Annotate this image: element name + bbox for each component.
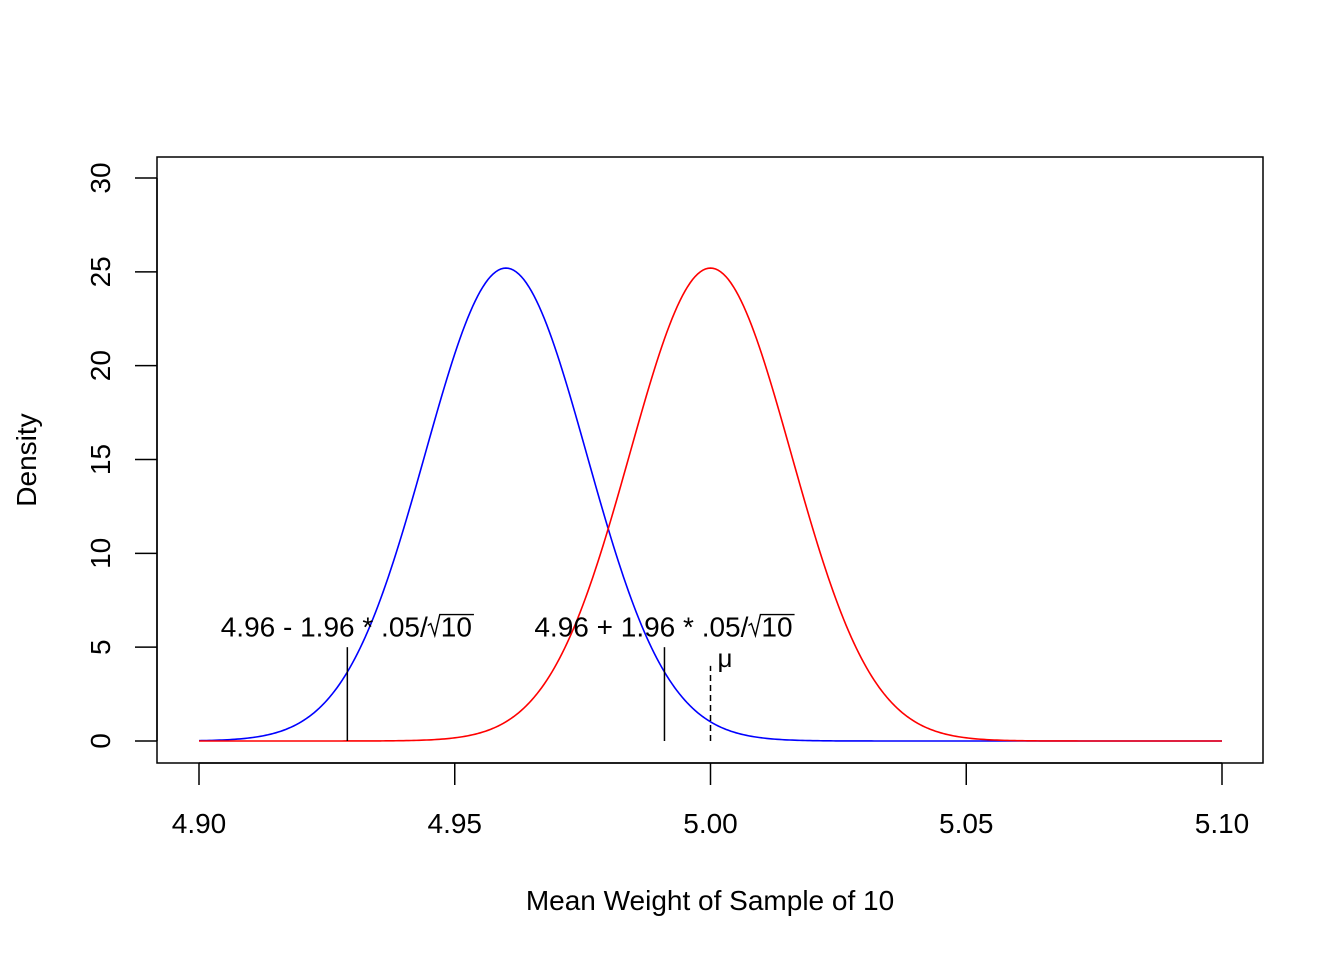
x-axis-label: Mean Weight of Sample of 10 [526, 885, 894, 916]
y-tick-label: 10 [85, 538, 116, 569]
mu-label: μ [718, 643, 733, 673]
x-tick-label: 5.00 [683, 808, 738, 839]
ci-bound-label: 4.96 - 1.96 * .05/10 [221, 612, 474, 643]
ci-bound-label: 4.96 + 1.96 * .05/10 [534, 612, 795, 643]
series-red-curve [199, 267, 1222, 742]
y-tick-label: 0 [85, 733, 116, 749]
label-radicand: 10 [761, 612, 792, 643]
y-tick-label: 20 [85, 350, 116, 381]
sqrt-sign [427, 613, 474, 639]
y-tick-label: 30 [85, 162, 116, 193]
x-axis: 4.90 4.95 5.00 5.05 5.10 [172, 762, 1250, 839]
vertical-lines [346, 647, 712, 741]
x-tick-label: 4.95 [428, 808, 483, 839]
sqrt-sign [748, 613, 795, 639]
series-layer [198, 267, 1222, 742]
y-axis: 0 5 10 15 20 25 30 [85, 162, 158, 749]
label-text: 4.96 + 1.96 * .05/ [534, 612, 748, 643]
y-tick-label: 25 [85, 256, 116, 287]
label-radicand: 10 [441, 612, 472, 643]
x-tick-label: 4.90 [172, 808, 227, 839]
label-text: 4.96 - 1.96 * .05/ [221, 612, 428, 643]
y-axis-label: Density [11, 413, 42, 506]
plot-frame [156, 156, 1264, 764]
x-tick-label: 5.10 [1195, 808, 1250, 839]
x-tick-label: 5.05 [939, 808, 994, 839]
y-tick-label: 15 [85, 444, 116, 475]
y-tick-label: 5 [85, 639, 116, 655]
annotations: 4.96 - 1.96 * .05/10 4.96 + 1.96 * .05/10… [221, 612, 795, 673]
